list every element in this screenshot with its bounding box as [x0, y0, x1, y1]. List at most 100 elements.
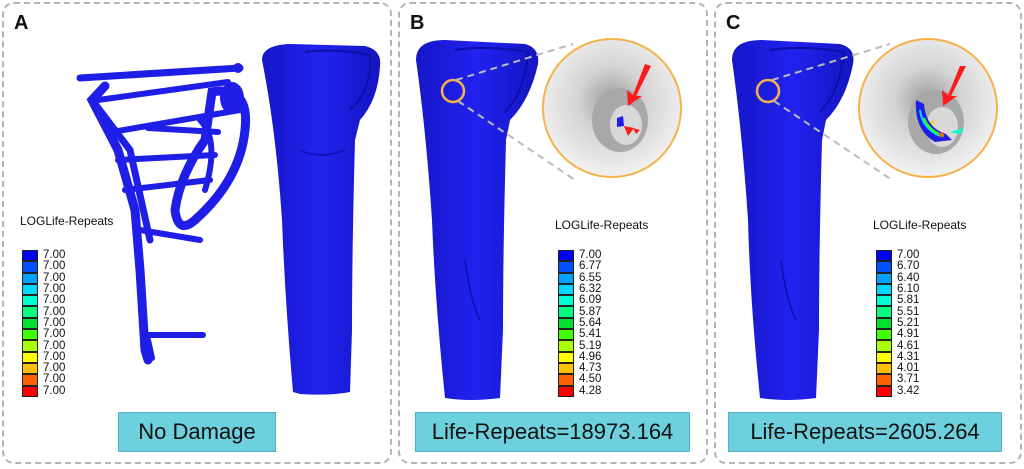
legend-value: 5.87 — [579, 305, 602, 318]
legend-title-c: LOGLife-Repeats — [873, 218, 967, 232]
legend-value: 7.00 — [43, 316, 66, 329]
legend-swatch — [22, 385, 38, 397]
legend-value: 4.28 — [579, 384, 602, 397]
bone-model-b — [416, 40, 539, 400]
legend-row: 7.00 — [22, 385, 65, 397]
legend-row: 5.21 — [876, 316, 920, 330]
legend-a: 7.00 7.00 7.00 7.00 7.00 7.00 7.00 7.00 7.00 7.00… — [22, 249, 66, 397]
legend-row: 5.19 — [558, 339, 602, 352]
caption-a: No Damage — [118, 412, 276, 452]
legend-value: 7.00 — [579, 249, 602, 262]
legend-value: 5.19 — [579, 339, 602, 352]
legend-value: 7.00 — [43, 350, 66, 363]
legend-swatch — [22, 250, 38, 262]
legend-swatch — [558, 283, 574, 296]
bone-model-c — [732, 40, 854, 400]
legend-swatch — [876, 283, 892, 296]
legend-row: 6.32 — [558, 283, 602, 296]
legend-swatch — [876, 385, 892, 397]
legend-value: 6.10 — [897, 283, 920, 296]
legend-swatch — [876, 306, 892, 318]
legend-value: 7.00 — [43, 249, 66, 262]
legend-value: 5.21 — [897, 316, 920, 329]
legend-value: 7.00 — [897, 249, 920, 262]
legend-row: 7.00 — [22, 374, 65, 386]
legend-value: 4.50 — [579, 373, 602, 386]
legend-value: 6.77 — [579, 260, 602, 273]
legend-row: 5.41 — [558, 328, 601, 341]
legend-value: 4.96 — [579, 350, 602, 363]
legend-value: 4.73 — [579, 362, 602, 375]
legend-row: 5.87 — [558, 305, 602, 318]
legend-row: 6.10 — [876, 283, 920, 296]
panel-a: A — [2, 2, 392, 464]
legend-swatch — [876, 272, 892, 284]
legend-swatch — [558, 329, 574, 341]
legend-swatch — [22, 351, 38, 363]
legend-row: 5.64 — [558, 317, 601, 330]
legend-swatch — [558, 362, 574, 375]
panel-c-label: C — [726, 12, 741, 34]
legend-swatch — [22, 374, 38, 386]
legend-value: 3.71 — [897, 373, 920, 386]
zoom-callout-c — [755, 38, 998, 181]
legend-swatch — [558, 317, 574, 330]
legend-swatch — [558, 250, 574, 262]
legend-row: 7.00 — [22, 295, 65, 307]
legend-swatch — [558, 340, 574, 352]
implant-model — [76, 63, 251, 365]
panel-b: B — [398, 2, 708, 464]
legend-row: 7.00 — [22, 249, 66, 262]
legend-row: 4.91 — [876, 328, 919, 341]
legend-value: 7.00 — [43, 339, 66, 352]
legend-value: 6.32 — [579, 283, 602, 296]
legend-swatch — [22, 283, 38, 296]
legend-row: 7.00 — [22, 328, 66, 341]
legend-value: 7.00 — [43, 271, 66, 284]
legend-value: 6.70 — [897, 260, 920, 273]
legend-swatch — [558, 272, 574, 284]
legend-value: 7.00 — [43, 260, 66, 273]
legend-row: 3.71 — [876, 373, 920, 386]
legend-value: 7.00 — [43, 328, 66, 341]
legend-swatch — [558, 261, 574, 273]
legend-row: 4.96 — [558, 350, 602, 363]
legend-row: 6.77 — [558, 260, 602, 273]
legend-row: 4.01 — [876, 362, 919, 375]
legend-row: 6.70 — [876, 260, 920, 273]
legend-row: 7.00 — [876, 249, 920, 262]
legend-swatch — [22, 362, 38, 375]
legend-row: 3.42 — [876, 385, 919, 397]
zoom-callout-b — [440, 38, 682, 181]
legend-row: 7.00 — [22, 260, 66, 273]
legend-value: 4.61 — [897, 339, 920, 352]
legend-swatch — [558, 295, 574, 307]
legend-title-a: LOGLife-Repeats — [20, 214, 114, 228]
legend-row: 4.50 — [558, 373, 602, 386]
legend-row: 7.00 — [558, 249, 602, 262]
legend-row: 7.00 — [22, 339, 66, 352]
legend-swatch — [22, 340, 38, 352]
legend-swatch — [22, 329, 38, 341]
legend-swatch — [22, 261, 38, 273]
legend-value: 7.00 — [43, 362, 66, 375]
legend-row: 7.00 — [22, 306, 65, 318]
legend-swatch — [876, 250, 892, 262]
legend-value: 6.40 — [897, 271, 920, 284]
legend-title-b: LOGLife-Repeats — [555, 218, 649, 232]
legend-row: 4.31 — [876, 351, 919, 363]
legend-swatch — [22, 272, 38, 284]
caption-c: Life-Repeats=2605.264 — [728, 412, 1002, 452]
legend-swatch — [876, 317, 892, 330]
caption-b: Life-Repeats=18973.164 — [415, 412, 690, 452]
legend-swatch — [22, 306, 38, 318]
legend-swatch — [876, 351, 892, 363]
legend-row: 7.00 — [22, 271, 66, 284]
legend-swatch — [876, 295, 892, 307]
legend-swatch — [876, 374, 892, 386]
legend-value: 7.00 — [43, 283, 66, 296]
bone-model-a — [262, 44, 381, 395]
legend-swatch — [876, 329, 892, 341]
